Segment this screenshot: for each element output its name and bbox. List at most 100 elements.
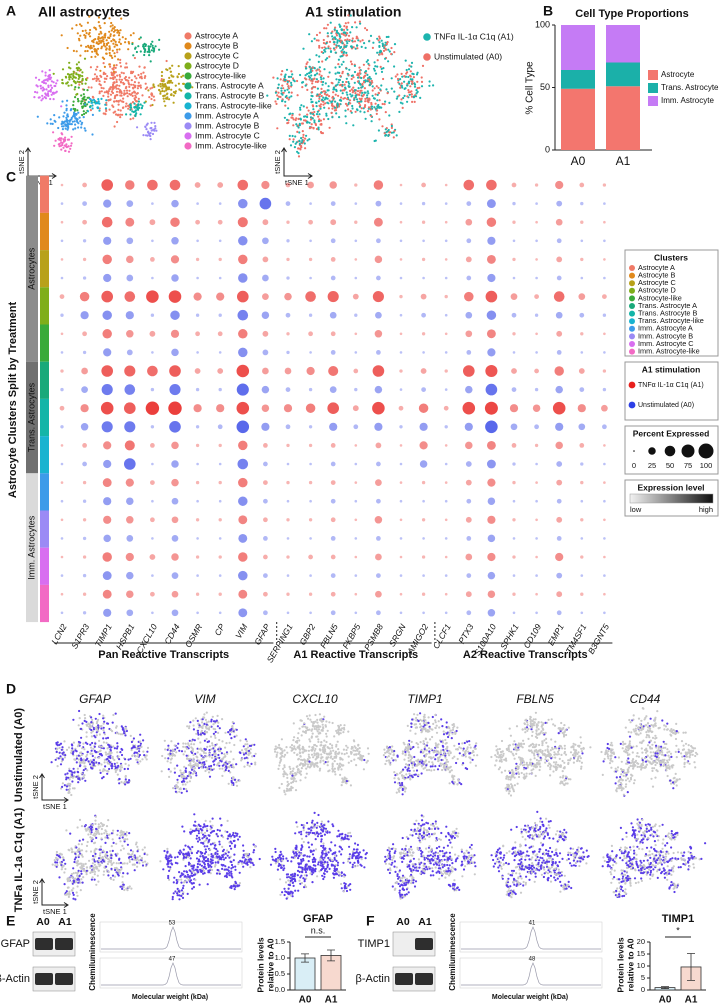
tsne-point bbox=[224, 756, 226, 758]
legend-label: Astrocyte-like bbox=[195, 70, 246, 80]
tsne-point bbox=[348, 69, 350, 71]
tsne-point bbox=[182, 742, 184, 744]
tsne-point bbox=[94, 757, 96, 759]
tsne-point bbox=[378, 92, 380, 94]
dot bbox=[580, 481, 583, 484]
tsne-point bbox=[215, 861, 217, 863]
legend-swatch bbox=[629, 288, 635, 294]
tsne-point bbox=[408, 82, 410, 84]
dot bbox=[487, 553, 495, 561]
tsne-point bbox=[68, 62, 70, 64]
tsne-point bbox=[301, 86, 303, 88]
tsne-point bbox=[110, 40, 112, 42]
dot bbox=[149, 219, 155, 225]
tsne-point bbox=[134, 107, 136, 109]
tsne-point bbox=[105, 99, 107, 101]
tsne-point bbox=[92, 40, 94, 42]
tsne-point bbox=[137, 104, 139, 106]
tsne-point bbox=[223, 849, 225, 851]
tsne-point bbox=[140, 87, 142, 89]
tsne-point bbox=[83, 93, 85, 95]
dot bbox=[375, 201, 381, 207]
tsne-point bbox=[121, 766, 123, 768]
tsne-point bbox=[142, 849, 144, 851]
tsne-point bbox=[99, 733, 101, 735]
dot bbox=[465, 219, 472, 226]
tsne-point bbox=[290, 95, 292, 97]
tsne-point bbox=[361, 98, 363, 100]
tsne-point bbox=[171, 65, 173, 67]
tsne-point bbox=[112, 50, 114, 52]
tsne-point bbox=[72, 777, 74, 779]
dot bbox=[101, 179, 113, 191]
tsne-point bbox=[65, 128, 67, 130]
tsne-point bbox=[67, 73, 69, 75]
tsne-point bbox=[127, 80, 129, 82]
dot bbox=[580, 518, 583, 521]
tsne-point bbox=[128, 764, 130, 766]
tsne-point bbox=[248, 750, 250, 752]
tsne-point bbox=[100, 846, 102, 848]
tsne-point bbox=[221, 864, 223, 866]
tsne-point bbox=[116, 768, 118, 770]
tsne-point bbox=[190, 870, 192, 872]
tsne-point bbox=[220, 857, 222, 859]
dot bbox=[511, 293, 518, 300]
legend-title: A1 stimulation bbox=[642, 364, 701, 374]
tsne-point bbox=[187, 893, 189, 895]
tsne-point bbox=[366, 74, 368, 76]
tsne-point bbox=[416, 81, 418, 83]
tsne-point bbox=[171, 755, 173, 757]
dot bbox=[466, 517, 472, 523]
tsne-point bbox=[311, 82, 313, 84]
tsne-point bbox=[63, 740, 65, 742]
tsne-point bbox=[414, 86, 416, 88]
tsne-point bbox=[116, 79, 118, 81]
tsne-point bbox=[180, 90, 182, 92]
tsne-point bbox=[312, 756, 314, 758]
tsne-point bbox=[231, 725, 233, 727]
tsne-point bbox=[73, 50, 75, 52]
tsne-point bbox=[346, 29, 348, 31]
tsne-point bbox=[61, 868, 63, 870]
dot bbox=[171, 255, 179, 263]
tsne-point bbox=[196, 857, 198, 859]
tsne-point bbox=[125, 113, 127, 115]
tsne-point bbox=[85, 850, 87, 852]
dot bbox=[171, 442, 179, 450]
tsne-point bbox=[246, 743, 248, 745]
tsne-point bbox=[143, 46, 145, 48]
tsne-point bbox=[97, 43, 99, 45]
tsne-point bbox=[254, 762, 256, 764]
tsne-point bbox=[333, 735, 335, 737]
tsne-point bbox=[108, 871, 110, 873]
tsne-point bbox=[37, 116, 39, 118]
tsne-point bbox=[86, 736, 88, 738]
tsne-point bbox=[226, 753, 228, 755]
tsne-point bbox=[422, 65, 424, 67]
tsne-point bbox=[365, 118, 367, 120]
tsne-point bbox=[367, 90, 369, 92]
dot bbox=[580, 555, 583, 558]
dot bbox=[218, 331, 223, 336]
tsne-point bbox=[213, 830, 215, 832]
tsne-point bbox=[94, 56, 96, 58]
tsne-point bbox=[204, 845, 206, 847]
tsne-point bbox=[113, 31, 115, 33]
tsne-point bbox=[208, 771, 210, 773]
dot bbox=[373, 291, 384, 302]
tsne-point bbox=[145, 83, 147, 85]
tsne-point bbox=[123, 834, 125, 836]
tsne-point bbox=[77, 781, 79, 783]
tsne-point bbox=[349, 93, 351, 95]
tsne-point bbox=[90, 759, 92, 761]
dot bbox=[580, 332, 583, 335]
tsne-point bbox=[119, 91, 121, 93]
tsne-point bbox=[112, 875, 114, 877]
tsne-point bbox=[356, 26, 358, 28]
tsne-point bbox=[37, 85, 39, 87]
tsne-point bbox=[329, 127, 331, 129]
tsne-point bbox=[213, 842, 215, 844]
tsne-point bbox=[158, 89, 160, 91]
row-group-label: Astrocytes bbox=[26, 247, 36, 290]
